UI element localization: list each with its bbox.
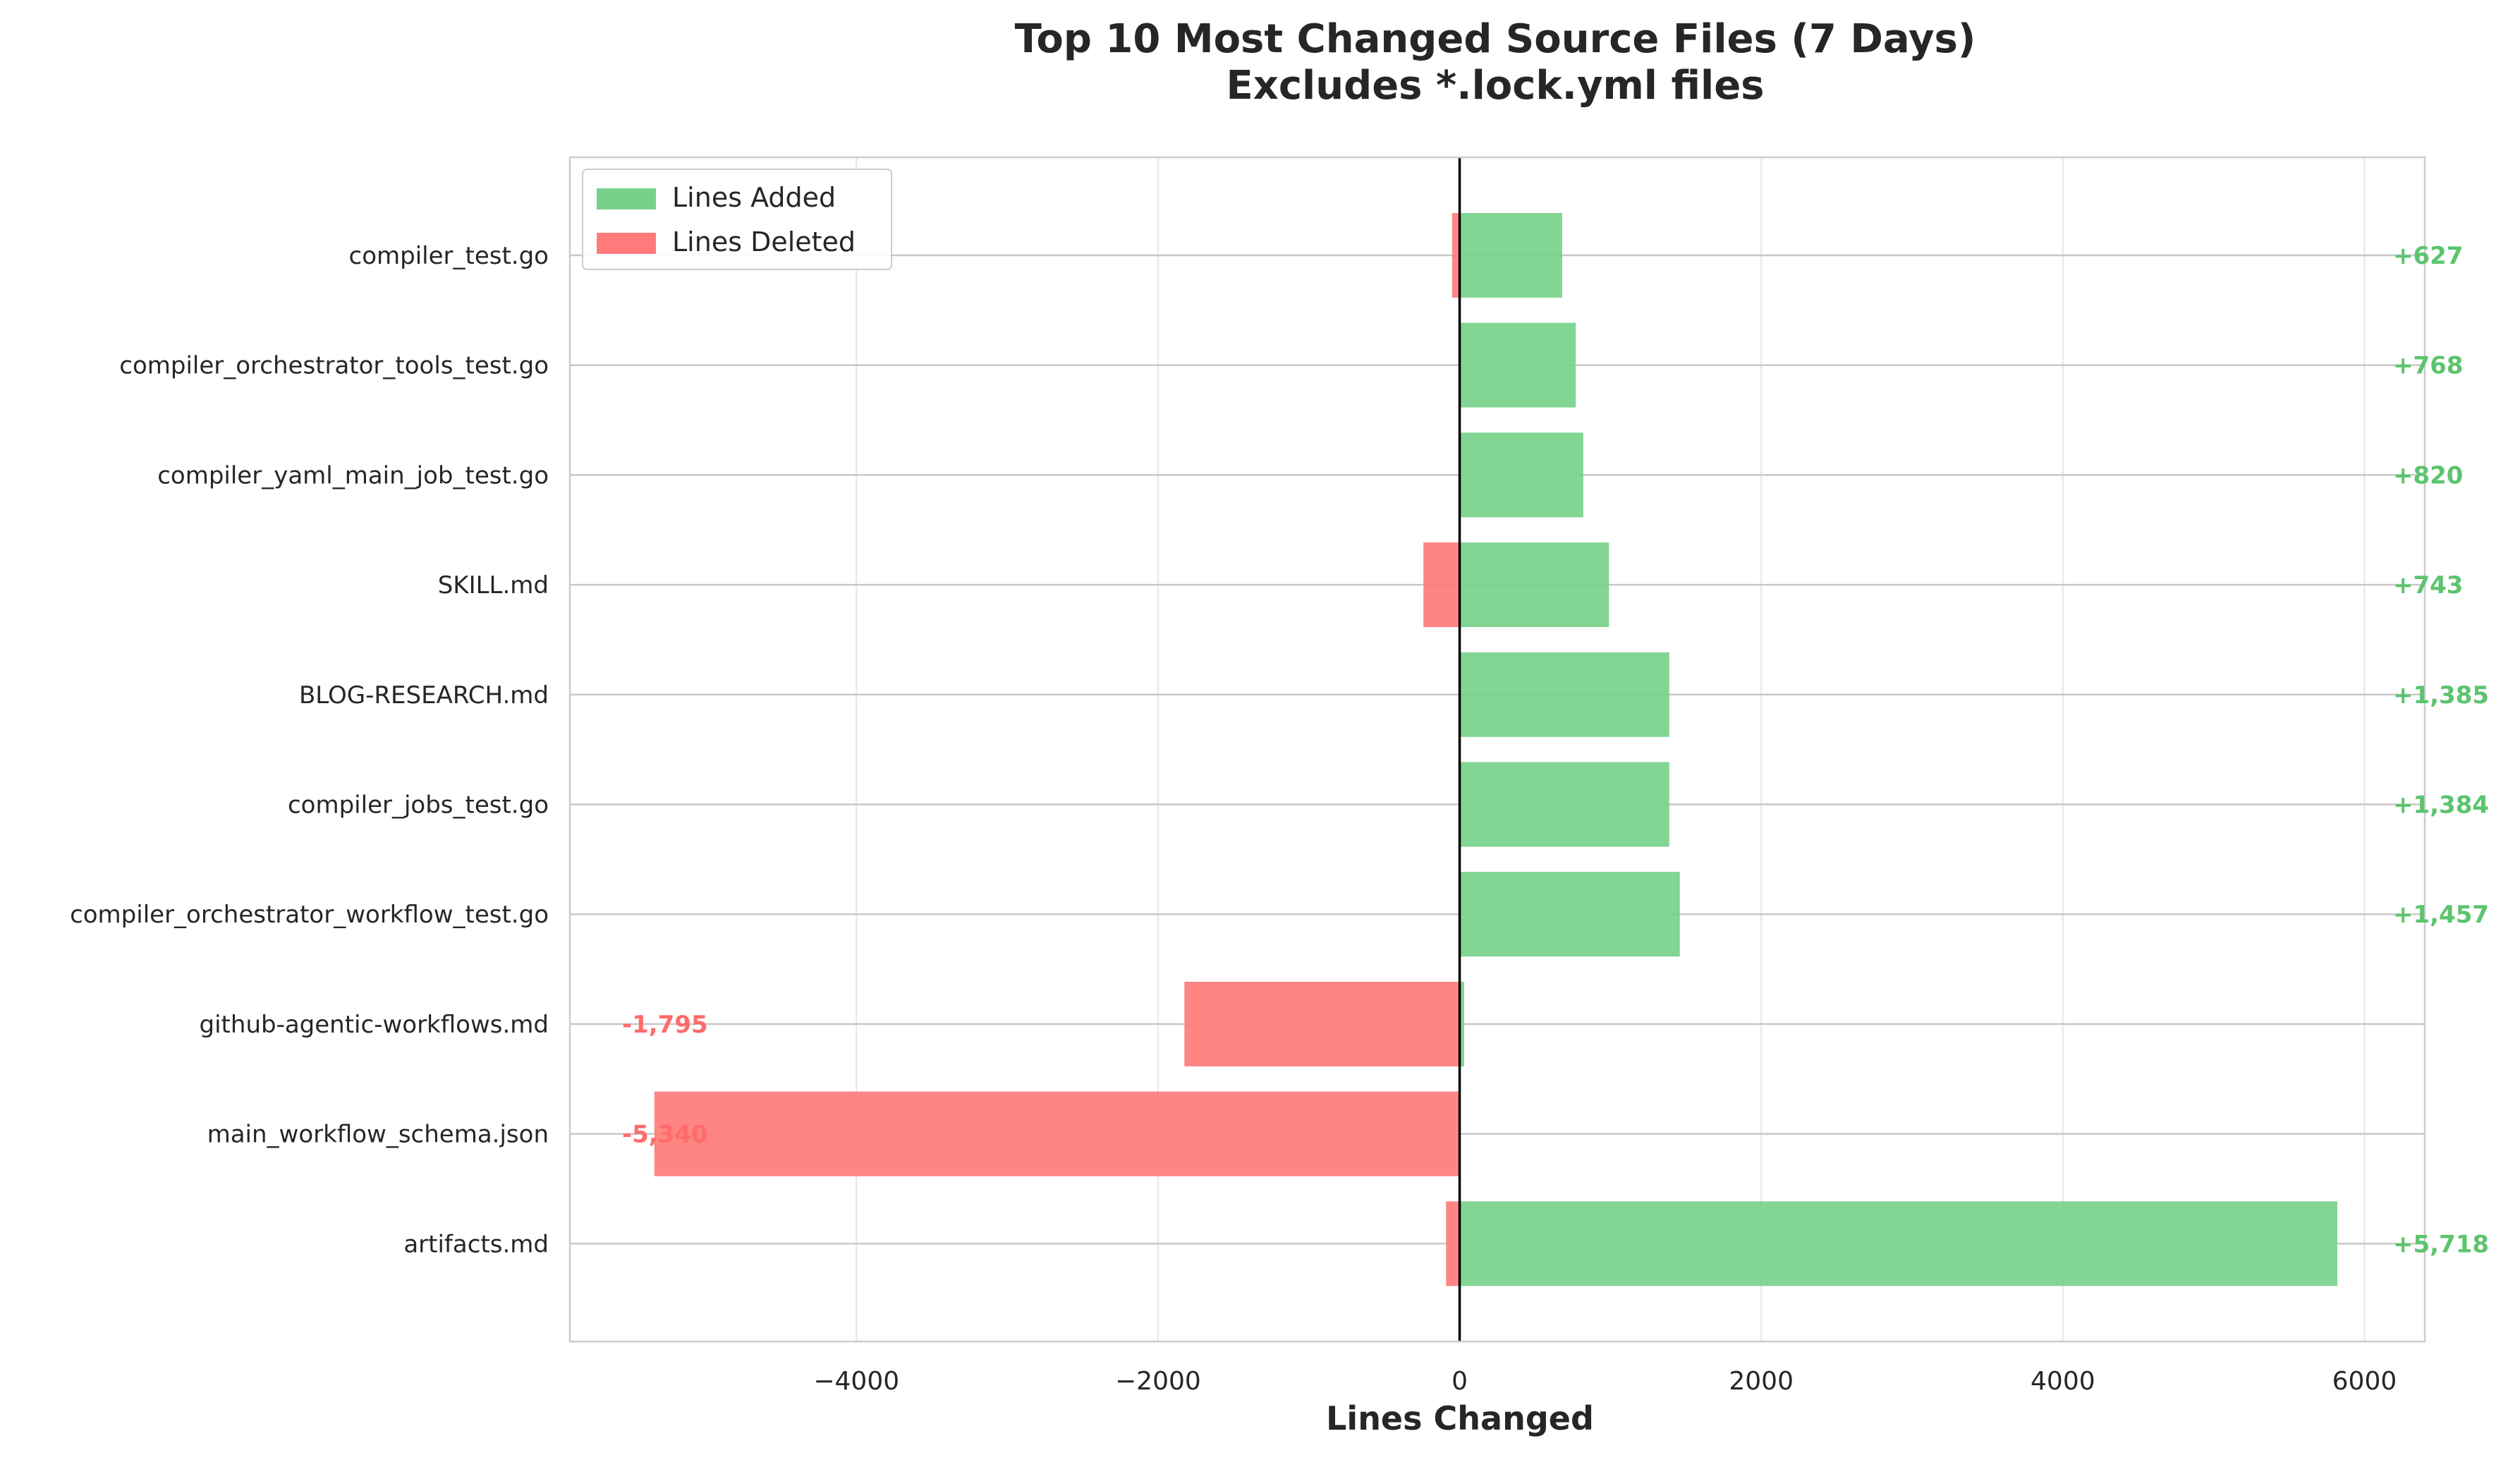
net-change-label: -1,795: [622, 1011, 708, 1039]
net-change-label: +768: [2393, 352, 2463, 380]
bar-lines-added: [1459, 542, 1609, 628]
legend-box: [582, 169, 892, 270]
bar-lines-added: [1459, 872, 1680, 957]
category-label: main_workflow_schema.json: [207, 1121, 549, 1149]
net-change-label: +1,384: [2393, 791, 2489, 820]
x-tick-label: 6000: [2332, 1367, 2397, 1396]
category-label: compiler_jobs_test.go: [288, 791, 549, 820]
category-label: compiler_orchestrator_tools_test.go: [119, 352, 549, 380]
net-change-label: +627: [2393, 242, 2463, 270]
category-label: artifacts.md: [403, 1230, 549, 1258]
category-label: compiler_test.go: [349, 242, 549, 270]
plot-frame: [568, 156, 2426, 1343]
net-change-label: +5,718: [2393, 1230, 2489, 1258]
category-label: compiler_yaml_main_job_test.go: [157, 461, 549, 489]
plot-area: −4000 −2000 0 2000 4000 6000 compiler_test.goc…: [70, 156, 2489, 1396]
net-change-label: +743: [2393, 571, 2463, 600]
chart-subtitle: Excludes *.lock.yml files: [1226, 63, 1764, 109]
bar-lines-added: [1459, 762, 1669, 847]
x-tick-label: 0: [1451, 1367, 1468, 1396]
bar-lines-added: [1459, 213, 1562, 298]
category-label: compiler_orchestrator_workflow_test.go: [70, 901, 549, 929]
x-tick-label: −4000: [813, 1367, 899, 1396]
bar-lines-deleted: [1451, 213, 1460, 298]
category-label: BLOG-RESEARCH.md: [299, 681, 549, 710]
chart-title: Top 10 Most Changed Source Files (7 Days…: [1015, 16, 1976, 62]
net-change-label: -5,340: [622, 1121, 708, 1149]
bar-lines-deleted: [1423, 542, 1460, 628]
x-tick-label: 2000: [1729, 1367, 1794, 1396]
category-label: github-agentic-workflows.md: [200, 1011, 549, 1039]
bar-lines-deleted: [1184, 981, 1460, 1066]
legend-label: Lines Added: [672, 182, 836, 213]
x-tick-label: 4000: [2031, 1367, 2095, 1396]
bar-lines-deleted: [654, 1091, 1460, 1176]
x-axis-label: Lines Changed: [1326, 1399, 1594, 1437]
legend-label: Lines Deleted: [672, 226, 856, 257]
bar-lines-added: [1459, 322, 1576, 408]
legend-swatch: [597, 188, 656, 209]
bar-lines-deleted: [1446, 1201, 1460, 1286]
bar-lines-added: [1459, 981, 1464, 1066]
x-tick-label: −2000: [1115, 1367, 1201, 1396]
bar-lines-added: [1459, 432, 1583, 518]
net-change-label: +1,457: [2393, 901, 2489, 929]
category-label: SKILL.md: [438, 571, 549, 600]
bar-lines-added: [1459, 1201, 2337, 1286]
net-change-label: +1,385: [2393, 681, 2489, 710]
legend: Lines Added Lines Deleted: [582, 169, 892, 270]
net-change-label: +820: [2393, 461, 2463, 489]
legend-swatch: [597, 233, 656, 254]
bar-lines-added: [1459, 652, 1669, 737]
